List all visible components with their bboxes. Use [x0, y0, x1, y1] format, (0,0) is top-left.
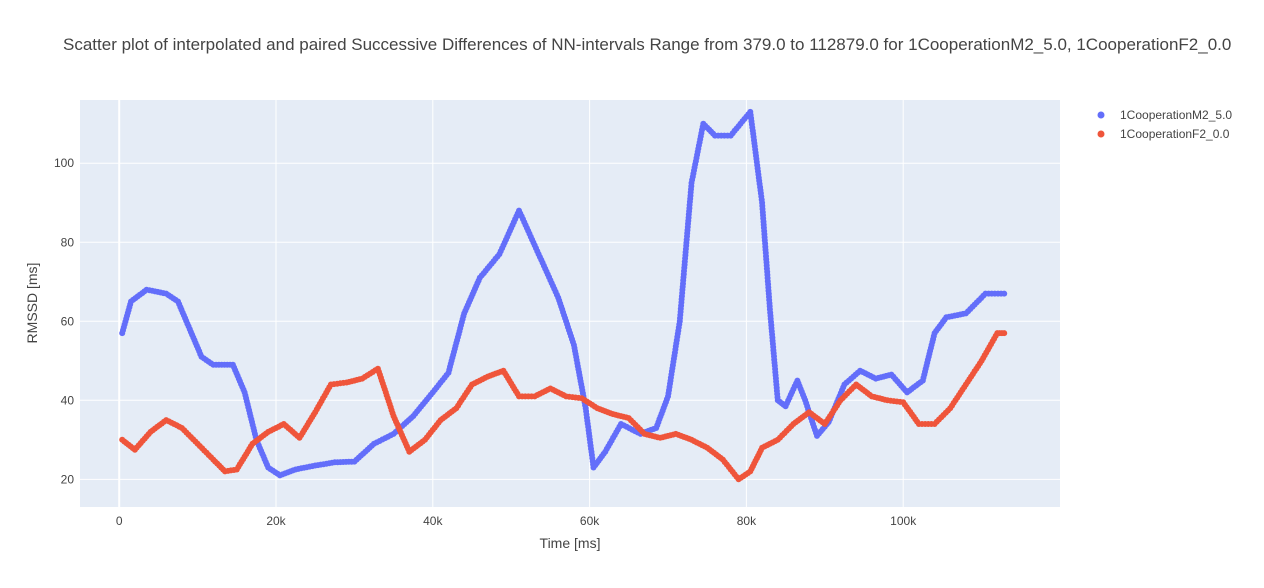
data-point: [1001, 290, 1008, 297]
chart-title: Scatter plot of interpolated and paired …: [63, 35, 1231, 54]
legend-label[interactable]: 1CooperationF2_0.0: [1120, 127, 1230, 141]
x-tick-label: 60k: [580, 514, 600, 528]
x-tick-label: 100k: [890, 514, 917, 528]
legend: 1CooperationM2_5.0 1CooperationF2_0.0: [1097, 108, 1232, 141]
scatter-points: [119, 108, 1008, 483]
legend-marker: [1097, 130, 1105, 138]
y-tick-label: 40: [61, 393, 75, 407]
x-axis-title: Time [ms]: [540, 535, 601, 551]
x-axis-ticks: 0 20k 40k 60k 80k 100k: [116, 514, 917, 528]
y-tick-label: 60: [61, 314, 75, 328]
legend-marker: [1097, 111, 1105, 119]
y-tick-label: 100: [54, 156, 74, 170]
y-tick-label: 20: [61, 472, 75, 486]
y-tick-label: 80: [61, 235, 75, 249]
legend-label[interactable]: 1CooperationM2_5.0: [1120, 108, 1232, 122]
x-tick-label: 20k: [266, 514, 286, 528]
gridlines: [80, 100, 1060, 507]
y-axis-ticks: 20 40 60 80 100: [54, 156, 74, 486]
x-tick-label: 80k: [737, 514, 757, 528]
plot-area[interactable]: [80, 100, 1060, 507]
x-tick-label: 0: [116, 514, 123, 528]
series-1: [119, 330, 1008, 483]
series-0: [119, 108, 1008, 479]
x-tick-label: 40k: [423, 514, 443, 528]
y-axis-title: RMSSD [ms]: [24, 263, 40, 344]
data-point: [1001, 330, 1008, 337]
